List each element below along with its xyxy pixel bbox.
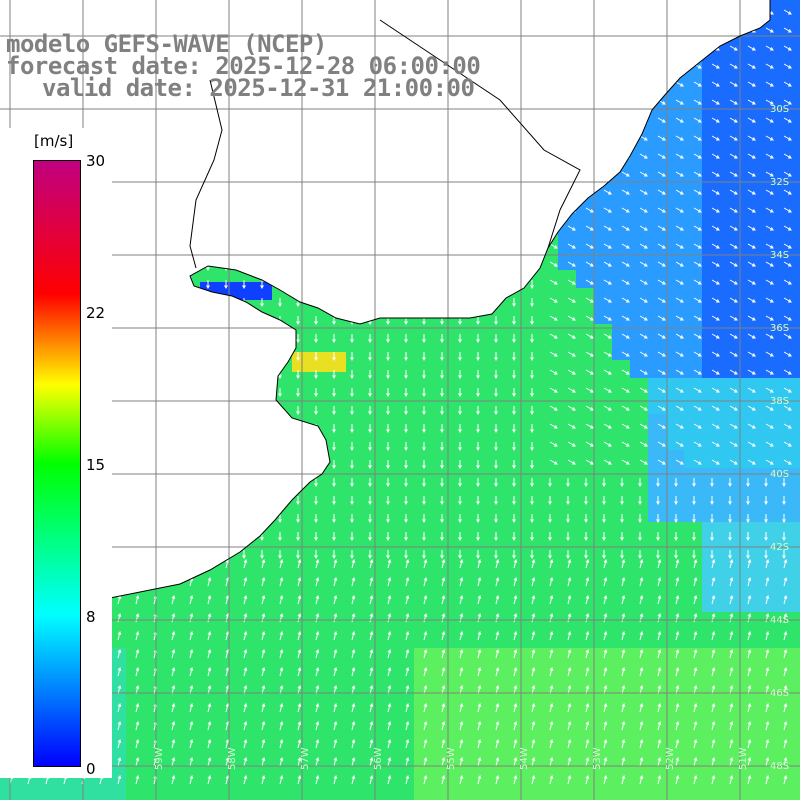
valid-date: valid date: 2025-12-31 21:00:00	[42, 74, 475, 102]
lon-label-3: 58W	[227, 747, 238, 770]
lon-label-10: 51W	[738, 747, 749, 770]
lat-label-2: 34S	[770, 250, 789, 261]
lat-label-1: 32S	[770, 177, 789, 188]
lon-label-8: 53W	[592, 747, 603, 770]
model-title: modelo GEFS-WAVE (NCEP)	[6, 30, 327, 58]
colorbar-tick-15: 15	[86, 456, 106, 474]
border-line-east	[379, 19, 581, 249]
lat-label-4: 38S	[770, 396, 789, 407]
lat-label-9: 48S	[770, 761, 789, 772]
border-line-west	[189, 79, 223, 269]
lon-label-6: 55W	[446, 747, 457, 770]
lat-label-5: 40S	[770, 469, 789, 480]
forecast-date: forecast date: 2025-12-28 06:00:00	[6, 52, 481, 80]
colorbar-tick-22: 22	[86, 304, 106, 322]
lon-label-4: 57W	[300, 747, 311, 770]
lat-label-3: 36S	[770, 323, 789, 334]
lon-label-9: 52W	[665, 747, 676, 770]
colorbar-unit: [m/s]	[34, 132, 74, 150]
colorbar-tick-8: 8	[86, 608, 96, 626]
latitude-labels: 30S 32S 34S 36S 38S 40S 42S 44S 46S 48S	[770, 104, 789, 772]
colorbar-tick-0: 0	[86, 760, 96, 778]
lon-label-7: 54W	[519, 747, 530, 770]
lat-label-7: 44S	[770, 615, 789, 626]
colorbar-gradient	[33, 160, 81, 767]
coastline	[0, 0, 771, 613]
land-area	[0, 0, 770, 612]
colorbar-tick-30: 30	[86, 152, 106, 170]
lat-label-8: 46S	[770, 688, 789, 699]
lat-label-0: 30S	[770, 104, 789, 115]
lon-label-5: 56W	[373, 747, 384, 770]
lon-label-2: 59W	[154, 747, 165, 770]
colorbar-legend: [m/s] 30 22 15 8 0	[0, 128, 112, 778]
lat-label-6: 42S	[770, 542, 789, 553]
